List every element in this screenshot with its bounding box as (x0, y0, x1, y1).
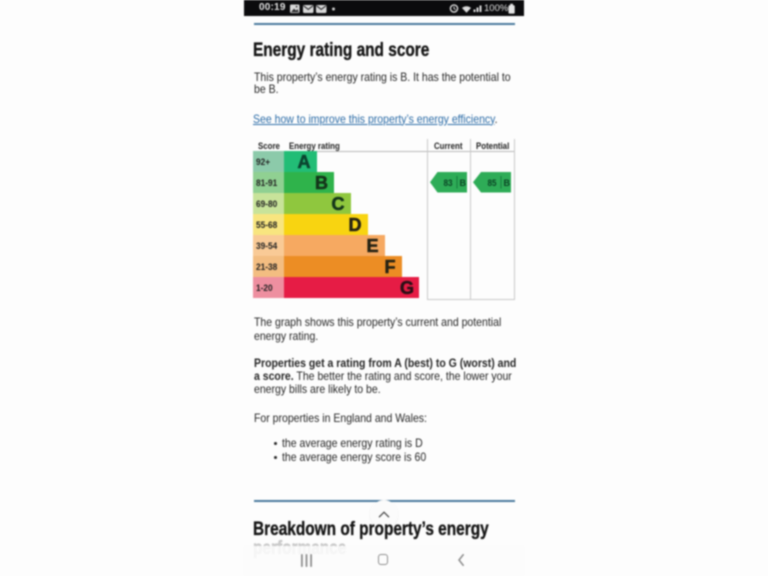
svg-text:B: B (460, 178, 467, 188)
svg-text:83: 83 (444, 177, 453, 188)
svg-text:85: 85 (487, 177, 496, 188)
svg-text:B: B (503, 178, 510, 188)
